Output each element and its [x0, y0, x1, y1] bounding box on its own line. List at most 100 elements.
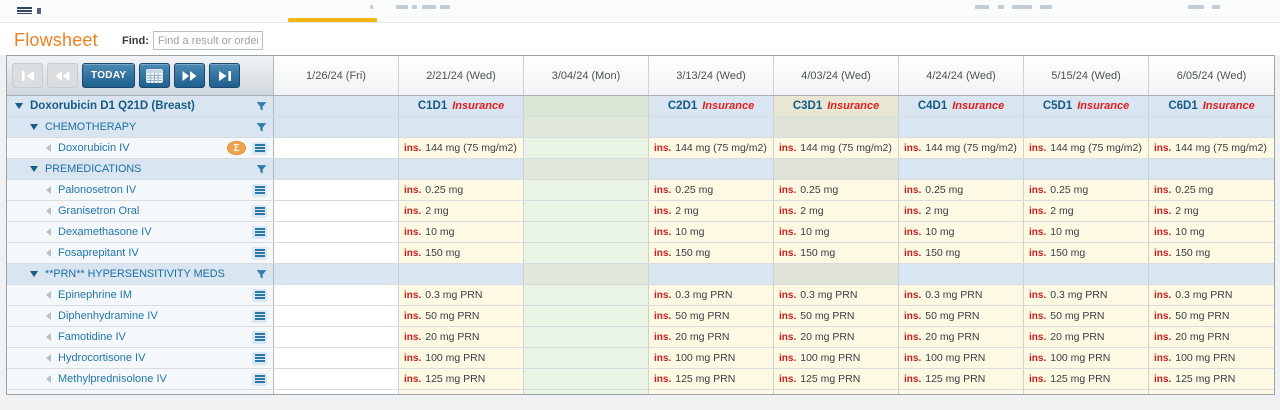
go-last-button[interactable] [209, 63, 241, 88]
grid-cell[interactable]: ins. 0.3 mg PRN [399, 285, 524, 305]
tree-item-palonosetron-iv[interactable]: Palonosetron IV [7, 180, 274, 200]
grid-cell[interactable] [899, 264, 1024, 284]
filter-icon[interactable] [256, 269, 267, 280]
grid-cell[interactable]: ins. 125 mg PRN [774, 369, 899, 389]
grid-cell[interactable]: C3D1 Insurance [774, 96, 899, 116]
grid-cell[interactable] [274, 201, 399, 221]
grid-cell[interactable]: C5D1 Insurance [1024, 96, 1149, 116]
grid-cell[interactable] [649, 264, 774, 284]
grid-cell[interactable]: C1D1 Insurance [399, 96, 524, 116]
grid-cell[interactable]: ins. 100 mg PRN [899, 348, 1024, 368]
tree-item-methylprednisolone-iv[interactable]: Methylprednisolone IV [7, 369, 274, 389]
grid-cell[interactable] [1149, 159, 1274, 179]
chevron-down-icon[interactable] [30, 124, 38, 130]
grid-cell[interactable]: ins. 150 mg [899, 243, 1024, 263]
grid-cell[interactable]: C4D1 Insurance [899, 96, 1024, 116]
row-menu-icon[interactable] [252, 246, 267, 260]
grid-cell[interactable]: ins. 100 mg PRN [399, 348, 524, 368]
grid-cell[interactable] [524, 306, 649, 326]
grid-cell[interactable] [524, 180, 649, 200]
grid-cell[interactable]: ins. 0.25 mg [649, 180, 774, 200]
tree-item-granisetron-oral[interactable]: Granisetron Oral [7, 201, 274, 221]
grid-cell[interactable]: ins. 50 mg PRN [649, 306, 774, 326]
go-first-button[interactable] [12, 63, 43, 88]
chevron-down-icon[interactable] [30, 166, 38, 172]
grid-cell[interactable] [274, 306, 399, 326]
grid-cell[interactable] [524, 243, 649, 263]
calendar-button[interactable] [139, 63, 171, 88]
collapse-left-icon[interactable] [46, 228, 51, 236]
grid-cell[interactable]: ins. 100 mg PRN [1024, 348, 1149, 368]
grid-cell[interactable] [274, 327, 399, 347]
grid-cell[interactable]: ins. 10 mg [1024, 222, 1149, 242]
grid-cell[interactable]: C2D1 Insurance [649, 96, 774, 116]
date-column-header-3-13-24-wed[interactable]: 3/13/24 (Wed) [649, 56, 774, 95]
grid-cell[interactable] [524, 327, 649, 347]
grid-cell[interactable]: ins. 150 mg [1024, 243, 1149, 263]
chevron-down-icon[interactable] [30, 271, 38, 277]
tree-item-doxorubicin-iv[interactable]: Doxorubicin IV Σ [7, 138, 274, 158]
grid-cell[interactable]: ins. 125 mg PRN [899, 369, 1024, 389]
grid-cell[interactable] [774, 159, 899, 179]
grid-cell[interactable]: ins. 0.25 mg [1149, 180, 1274, 200]
grid-cell[interactable]: ins. 10 mg [899, 222, 1024, 242]
grid-cell[interactable]: ins. 0.3 mg PRN [774, 285, 899, 305]
grid-cell[interactable]: ins. 125 mg PRN [1024, 369, 1149, 389]
grid-cell[interactable]: ins. 144 mg (75 mg/m2) [774, 138, 899, 158]
today-button[interactable]: TODAY [82, 63, 136, 88]
date-column-header-4-24-24-wed[interactable]: 4/24/24 (Wed) [899, 56, 1024, 95]
tree-item-doxorubicin-d1-q21d-breast[interactable]: Doxorubicin D1 Q21D (Breast) [7, 96, 274, 116]
grid-cell[interactable]: ins. 2 mg [1149, 201, 1274, 221]
grid-cell[interactable]: ins. 144 mg (75 mg/m2) [399, 138, 524, 158]
date-column-header-1-26-24-fri[interactable]: 1/26/24 (Fri) [274, 56, 399, 95]
collapse-left-icon[interactable] [46, 291, 51, 299]
grid-cell[interactable] [524, 285, 649, 305]
date-column-header-3-04-24-mon[interactable]: 3/04/24 (Mon) [524, 56, 649, 95]
grid-cell[interactable]: ins. 20 mg PRN [899, 327, 1024, 347]
row-menu-icon[interactable] [252, 288, 267, 302]
grid-cell[interactable] [274, 348, 399, 368]
grid-cell[interactable]: ins. 0.3 mg PRN [649, 285, 774, 305]
grid-cell[interactable]: ins. 144 mg (75 mg/m2) [899, 138, 1024, 158]
grid-cell[interactable]: ins. 10 mg [1149, 222, 1274, 242]
grid-cell[interactable] [1024, 264, 1149, 284]
tree-item-chemotherapy[interactable]: CHEMOTHERAPY [7, 117, 274, 137]
grid-cell[interactable]: ins. 20 mg PRN [1024, 327, 1149, 347]
grid-cell[interactable]: ins. 144 mg (75 mg/m2) [1024, 138, 1149, 158]
grid-cell[interactable]: ins. 50 mg PRN [399, 306, 524, 326]
grid-cell[interactable] [274, 180, 399, 200]
collapse-left-icon[interactable] [46, 249, 51, 257]
grid-cell[interactable] [1149, 117, 1274, 137]
row-menu-icon[interactable] [252, 225, 267, 239]
tree-item-fosaprepitant-iv[interactable]: Fosaprepitant IV [7, 243, 274, 263]
grid-cell[interactable] [524, 117, 649, 137]
grid-cell[interactable]: ins. 50 mg PRN [1024, 306, 1149, 326]
grid-cell[interactable]: ins. 0.25 mg [1024, 180, 1149, 200]
row-menu-icon[interactable] [252, 330, 267, 344]
grid-cell[interactable]: ins. 0.3 mg PRN [1024, 285, 1149, 305]
date-column-header-6-05-24-wed[interactable]: 6/05/24 (Wed) [1149, 56, 1274, 95]
tree-item-famotidine-iv[interactable]: Famotidine IV [7, 327, 274, 347]
go-forward-button[interactable] [174, 63, 206, 88]
tree-item-dexamethasone-iv[interactable]: Dexamethasone IV [7, 222, 274, 242]
collapse-left-icon[interactable] [46, 186, 51, 194]
grid-cell[interactable] [524, 159, 649, 179]
collapse-left-icon[interactable] [46, 207, 51, 215]
grid-cell[interactable]: ins. 144 mg (75 mg/m2) [649, 138, 774, 158]
grid-cell[interactable]: ins. 150 mg [649, 243, 774, 263]
collapse-left-icon[interactable] [46, 312, 51, 320]
grid-cell[interactable] [274, 222, 399, 242]
grid-cell[interactable] [274, 159, 399, 179]
grid-cell[interactable]: C6D1 Insurance [1149, 96, 1274, 116]
grid-cell[interactable]: ins. 2 mg [399, 201, 524, 221]
row-menu-icon[interactable] [252, 204, 267, 218]
grid-cell[interactable]: ins. 2 mg [774, 201, 899, 221]
grid-cell[interactable]: ins. 0.25 mg [899, 180, 1024, 200]
grid-cell[interactable]: ins. 0.3 mg PRN [899, 285, 1024, 305]
grid-cell[interactable]: ins. 125 mg PRN [649, 369, 774, 389]
grid-cell[interactable]: ins. 2 mg [1024, 201, 1149, 221]
grid-cell[interactable] [524, 222, 649, 242]
go-back-button[interactable] [47, 63, 78, 88]
grid-cell[interactable]: ins. 150 mg [1149, 243, 1274, 263]
grid-cell[interactable]: ins. 50 mg PRN [899, 306, 1024, 326]
